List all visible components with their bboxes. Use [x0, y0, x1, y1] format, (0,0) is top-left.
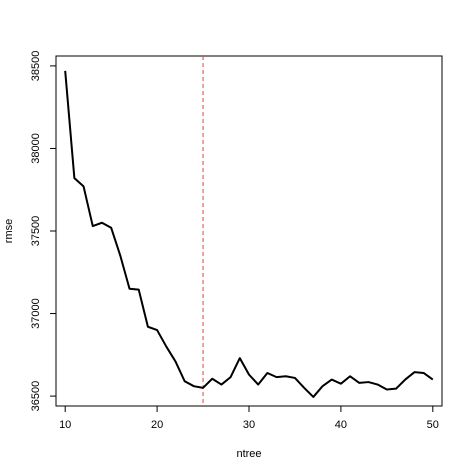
series-group — [64, 70, 434, 398]
series-line — [64, 70, 434, 398]
plot-frame — [55, 55, 443, 407]
x-tick-label: 10 — [59, 419, 71, 431]
y-tick-label: 37500 — [30, 216, 42, 247]
y-axis-title: rmse — [3, 219, 15, 243]
x-tick-label: 40 — [335, 419, 347, 431]
x-tick-label: 20 — [151, 419, 163, 431]
y-tick-label: 38000 — [30, 133, 42, 164]
x-tick-label: 50 — [427, 419, 439, 431]
y-axis: 36500 37000 37500 38000 38500 — [30, 51, 56, 412]
x-tick-label: 30 — [243, 419, 255, 431]
x-axis-title: ntree — [236, 448, 261, 460]
x-axis: 10 20 30 40 50 — [59, 406, 439, 431]
y-tick-label: 38500 — [30, 51, 42, 82]
y-tick-label: 37000 — [30, 298, 42, 329]
y-tick-label: 36500 — [30, 381, 42, 412]
